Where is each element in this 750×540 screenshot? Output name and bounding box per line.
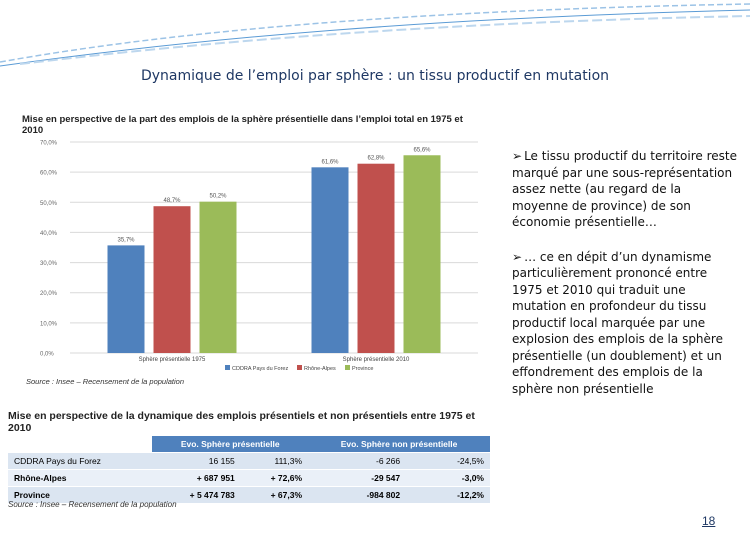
pres-abs: + 687 951 — [152, 469, 241, 487]
bar — [107, 245, 145, 353]
pres-pct: 111,3% — [240, 452, 309, 470]
y-tick-label: 30,0% — [40, 261, 58, 267]
bar-value-label: 61,6% — [321, 159, 339, 165]
pres-abs: + 5 474 783 — [152, 486, 241, 503]
pres-abs: 16 155 — [152, 452, 241, 470]
nonpres-abs: -29 547 — [308, 469, 407, 487]
bullet-point-2: ➢… ce en dépit d’un dynamisme particuliè… — [512, 249, 737, 398]
y-tick-label: 40,0% — [40, 231, 58, 237]
y-tick-label: 0,0% — [40, 352, 54, 358]
bar — [199, 201, 237, 353]
y-tick-label: 20,0% — [40, 291, 58, 297]
arrow-bullet-icon: ➢ — [512, 149, 523, 163]
table-header-non-presentielle: Evo. Sphère non présentielle — [308, 436, 490, 453]
table-source: Source : Insee – Recensement de la popul… — [8, 500, 177, 509]
table-header-presentielle: Evo. Sphère présentielle — [152, 436, 309, 453]
pres-pct: + 67,3% — [240, 486, 309, 503]
table-header-row: Evo. Sphère présentielle Evo. Sphère non… — [8, 436, 490, 453]
bar-value-label: 50,2% — [209, 194, 227, 200]
table-row: Rhône-Alpes + 687 951 + 72,6% -29 547 -3… — [8, 469, 490, 487]
commentary-bullets: ➢ Le tissu productif du territoire reste … — [512, 148, 737, 415]
header-swoosh-decoration — [0, 3, 750, 67]
arrow-bullet-icon: ➢ — [512, 249, 523, 264]
legend-swatch — [225, 365, 230, 370]
nonpres-pct: -24,5% — [406, 452, 490, 470]
bar-chart: 0,0% 10,0% 20,0% 30,0% 40,0% 50,0% 60,0% 70,0% 3… — [40, 141, 478, 372]
slide-title: Dynamique de l’emploi par sphère : un ti… — [140, 68, 610, 84]
bullet-text-1: Le tissu productif du territoire reste m… — [512, 149, 737, 229]
y-tick-label: 50,0% — [40, 201, 58, 207]
legend-label: CDDRA Pays du Forez — [232, 366, 288, 372]
table-title: Mise en perspective de la dynamique des … — [8, 410, 475, 434]
bar-value-label: 48,7% — [163, 198, 181, 204]
bar — [153, 206, 191, 353]
bar-value-label: 62,8% — [367, 156, 385, 162]
row-label: CDDRA Pays du Forez — [8, 452, 153, 470]
bar-value-label: 35,7% — [117, 237, 135, 243]
legend-label: Province — [352, 366, 373, 372]
table-header-empty — [8, 436, 153, 453]
legend-swatch — [345, 365, 350, 370]
dynamics-table: Evo. Sphère présentielle Evo. Sphère non… — [8, 436, 490, 503]
x-category-label: Sphère présentielle 1975 — [139, 357, 206, 363]
y-tick-label: 10,0% — [40, 321, 58, 327]
bullet-point-1: ➢ Le tissu productif du territoire reste … — [512, 148, 737, 231]
nonpres-abs: -984 802 — [308, 486, 407, 503]
x-category-label: Sphère présentielle 2010 — [343, 357, 410, 363]
bar-value-label: 65,6% — [413, 147, 431, 153]
row-label: Province — [8, 486, 153, 503]
bar-chart-panel: Mise en perspective de la part des emplo… — [18, 110, 483, 390]
table-row: Province + 5 474 783 + 67,3% -984 802 -1… — [8, 486, 490, 503]
row-label: Rhône-Alpes — [8, 469, 153, 487]
pres-pct: + 72,6% — [240, 469, 309, 487]
nonpres-pct: -3,0% — [406, 469, 490, 487]
y-tick-label: 70,0% — [40, 141, 58, 147]
chart-source: Source : Insee – Recensement de la popul… — [26, 377, 185, 386]
chart-title: Mise en perspective de la part des emplo… — [22, 114, 463, 136]
table-row: CDDRA Pays du Forez 16 155 111,3% -6 266… — [8, 452, 490, 470]
legend-label: Rhône-Alpes — [304, 366, 336, 372]
page-number: 18 — [702, 514, 716, 528]
bar — [357, 163, 395, 353]
bullet-text-2: … ce en dépit d’un dynamisme particulièr… — [512, 249, 723, 396]
bar — [403, 155, 441, 353]
legend-swatch — [297, 365, 302, 370]
nonpres-pct: -12,2% — [406, 486, 490, 503]
y-tick-label: 60,0% — [40, 171, 58, 177]
nonpres-abs: -6 266 — [308, 452, 407, 470]
bar — [311, 167, 349, 353]
